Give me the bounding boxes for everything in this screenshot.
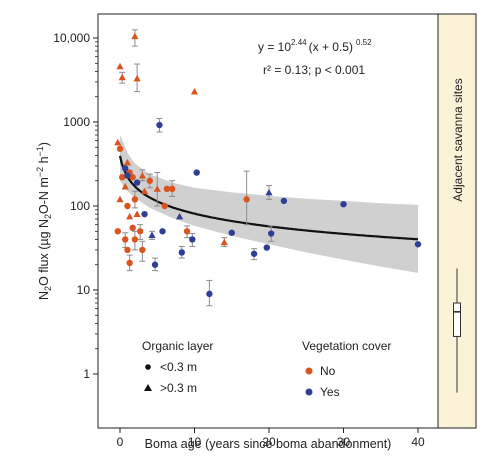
data-point-circle-yes (280, 197, 288, 205)
y-tick-label: 1 (83, 367, 90, 381)
data-point-circle-no (124, 202, 131, 210)
legend-organic-triangle-label: >0.3 m (160, 381, 197, 395)
data-point-circle-yes (228, 229, 235, 236)
data-point-circle-no (139, 246, 146, 254)
data-point-triangle-no (153, 185, 161, 192)
savanna-label: Adjacent savanna sites (451, 78, 465, 201)
y-axis-ticks: 1 10 100 1000 10,000 (53, 31, 98, 381)
data-point-circle-no (116, 145, 124, 152)
y-tick-label: 1000 (63, 115, 90, 129)
data-point-triangle-no (220, 238, 228, 246)
savanna-boxplot (453, 268, 461, 393)
legend-veg-title: Vegetation cover (302, 339, 391, 353)
data-point-circle-yes (193, 169, 200, 176)
data-point-circle-no (119, 174, 126, 181)
data-point-triangle-no (116, 62, 124, 70)
data-point-circle-no (168, 185, 176, 193)
data-point-circle-yes (133, 179, 141, 186)
x-tick-label: 10 (188, 435, 202, 449)
data-point-circle-no (183, 228, 191, 235)
data-point-circle-no (114, 228, 122, 235)
y-axis-title: N2O flux (µg N2O-N m−2 h−1) (35, 142, 53, 300)
legend-veg-no-label: No (320, 364, 336, 378)
x-tick-label: 0 (117, 435, 124, 449)
legend-veg-no-marker (305, 367, 313, 375)
data-point-circle-yes (141, 210, 148, 218)
x-tick-label: 30 (337, 435, 351, 449)
data-point-triangle-yes (265, 188, 273, 196)
data-point-triangle-no (138, 172, 146, 179)
legend-veg-yes-marker (305, 388, 313, 396)
data-point-circle-yes (122, 165, 129, 172)
data-point-circle-no (136, 228, 144, 235)
data-point-circle-no (126, 259, 133, 267)
legend-organic-circle-label: <0.3 m (160, 360, 197, 374)
data-point-triangle-no (140, 187, 149, 195)
x-tick-label: 40 (411, 435, 425, 449)
plot-frame (97, 13, 477, 429)
data-point-circle-yes (206, 290, 213, 298)
data-point-circle-yes (189, 236, 196, 243)
legend-veg-yes-label: Yes (320, 385, 340, 399)
y-tick-label: 100 (70, 199, 90, 213)
data-point-circle-no (243, 196, 250, 203)
data-point-circle-yes (151, 261, 159, 268)
data-point-circle-yes (340, 201, 347, 208)
legend-organic-triangle-marker (144, 384, 152, 391)
data-point-triangle-no (133, 210, 141, 218)
data-point-circle-yes (268, 230, 275, 237)
confidence-band-layer (120, 135, 418, 273)
data-point-triangle-no (190, 88, 199, 95)
fit-equation-line2: r² = 0.13; p < 0.001 (263, 63, 365, 77)
x-axis-ticks: 0 10 20 30 40 (117, 428, 425, 449)
data-point-circle-yes (159, 228, 166, 235)
point-layer (114, 32, 422, 298)
data-point-triangle-no (123, 158, 132, 166)
y-tick-label: 10 (77, 283, 91, 297)
data-point-circle-no (129, 224, 136, 232)
data-point-circle-yes (178, 249, 185, 256)
data-point-triangle-no (126, 212, 134, 220)
data-point-circle-no (124, 246, 131, 254)
data-point-circle-no (131, 196, 139, 203)
data-point-circle-no (129, 174, 136, 181)
data-point-triangle-yes (148, 231, 156, 239)
data-point-circle-no (161, 202, 168, 210)
data-point-triangle-no (131, 32, 139, 40)
data-point-triangle-no (116, 195, 124, 203)
data-point-circle-no (163, 185, 171, 193)
data-point-triangle-no (114, 138, 122, 146)
data-point-triangle-no (133, 74, 141, 82)
data-point-circle-yes (250, 250, 258, 257)
x-axis-title: Boma age (years since boma abandonment) (145, 437, 392, 451)
data-point-circle-yes (263, 244, 270, 251)
x-tick-label: 20 (262, 435, 276, 449)
data-point-circle-yes (156, 121, 163, 129)
legend-organic-title: Organic layer (142, 339, 213, 353)
data-point-circle-yes (414, 241, 422, 248)
errorbar-layer (119, 29, 275, 307)
data-point-triangle-yes (176, 212, 184, 220)
fit-equation-line1: y = 102.44 (x + 0.5) 0.52 (258, 38, 372, 54)
y-tick-label: 10,000 (53, 31, 90, 45)
data-point-circle-no (146, 177, 153, 184)
data-point-circle-yes (124, 172, 131, 179)
data-point-circle-no (131, 236, 139, 243)
data-point-circle-no (122, 236, 129, 243)
legend-organic-circle-marker (145, 364, 151, 370)
confidence-band (120, 135, 418, 273)
savanna-box (453, 302, 461, 337)
data-point-triangle-no (121, 183, 129, 190)
data-point-triangle-no (118, 73, 126, 81)
